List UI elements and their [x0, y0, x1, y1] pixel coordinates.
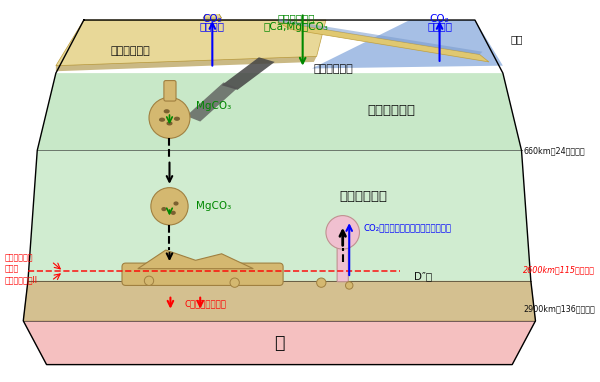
Ellipse shape: [167, 122, 172, 125]
Text: 下部マントル: 下部マントル: [339, 191, 387, 204]
PathPatch shape: [37, 73, 521, 151]
PathPatch shape: [278, 19, 482, 55]
FancyBboxPatch shape: [122, 263, 283, 285]
Ellipse shape: [160, 118, 164, 121]
Polygon shape: [138, 250, 253, 269]
Text: マグネサイトII: マグネサイトII: [5, 275, 38, 284]
Circle shape: [149, 97, 190, 138]
PathPatch shape: [203, 3, 221, 18]
PathPatch shape: [278, 22, 489, 62]
FancyBboxPatch shape: [337, 241, 348, 282]
Text: CO₂：プリューム発生のトリガー？: CO₂：プリューム発生のトリガー？: [363, 223, 451, 232]
Ellipse shape: [162, 208, 166, 210]
Circle shape: [317, 278, 326, 287]
Text: 炭酸塩の沈殿: 炭酸塩の沈殿: [277, 13, 315, 24]
Text: 海洋: 海洋: [511, 34, 523, 44]
Circle shape: [145, 276, 154, 285]
Text: 大陸プレート: 大陸プレート: [110, 46, 150, 56]
Text: 火山ガス: 火山ガス: [427, 21, 452, 31]
PathPatch shape: [56, 57, 317, 71]
Text: 相転移: 相転移: [5, 264, 19, 273]
Text: 上部マントル: 上部マントル: [367, 104, 415, 117]
PathPatch shape: [312, 20, 503, 68]
PathPatch shape: [56, 20, 326, 66]
Text: MgCO₃: MgCO₃: [196, 101, 231, 111]
Circle shape: [326, 215, 359, 249]
Text: CO₂: CO₂: [430, 13, 449, 24]
Circle shape: [346, 282, 353, 289]
PathPatch shape: [221, 57, 275, 90]
Text: MgCO₃: MgCO₃: [196, 201, 231, 211]
Text: D″層: D″層: [415, 271, 433, 281]
Text: CO₂: CO₂: [202, 13, 222, 24]
Ellipse shape: [175, 117, 179, 120]
PathPatch shape: [28, 151, 531, 281]
Text: 2600km（115万気圧）: 2600km（115万気圧）: [523, 265, 595, 274]
Ellipse shape: [172, 211, 175, 214]
Text: 2900km（136万気圧）: 2900km（136万気圧）: [523, 304, 595, 313]
PathPatch shape: [23, 281, 535, 321]
Text: 火山ガス: 火山ガス: [200, 21, 225, 31]
FancyBboxPatch shape: [164, 81, 176, 101]
Text: （Ca,Mg）CO₃: （Ca,Mg）CO₃: [264, 22, 329, 32]
Text: 660km（24万気圧）: 660km（24万気圧）: [523, 146, 585, 155]
Text: 核: 核: [274, 334, 284, 352]
PathPatch shape: [186, 83, 238, 121]
PathPatch shape: [23, 321, 535, 364]
Ellipse shape: [164, 110, 169, 113]
Text: 海洋プレート: 海洋プレート: [314, 65, 353, 74]
Circle shape: [230, 278, 239, 287]
Circle shape: [151, 188, 188, 225]
Text: C：核の軽元素？: C：核の軽元素？: [184, 299, 226, 309]
Text: マグネサイト: マグネサイト: [5, 253, 33, 262]
Ellipse shape: [174, 202, 178, 205]
